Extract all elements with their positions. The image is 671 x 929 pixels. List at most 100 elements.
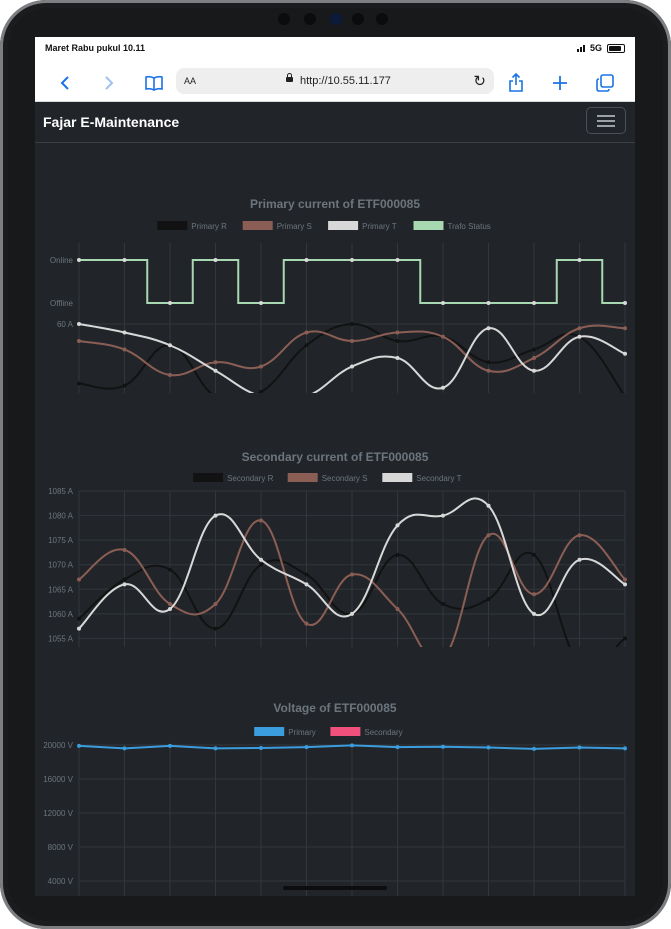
data-point bbox=[77, 577, 81, 582]
data-point bbox=[77, 339, 81, 343]
data-point bbox=[77, 322, 81, 326]
data-point bbox=[623, 746, 627, 751]
data-point bbox=[259, 518, 263, 523]
chevron-right-icon[interactable] bbox=[98, 72, 120, 94]
data-point bbox=[122, 746, 127, 751]
data-point bbox=[122, 582, 127, 587]
data-point bbox=[486, 368, 491, 373]
status-point bbox=[532, 301, 536, 305]
legend-label: Secondary R bbox=[227, 474, 273, 483]
data-point bbox=[532, 552, 536, 557]
home-indicator bbox=[283, 886, 387, 890]
data-point bbox=[122, 577, 127, 582]
data-point bbox=[623, 351, 627, 356]
data-point bbox=[532, 592, 536, 597]
data-point bbox=[441, 513, 445, 518]
y-tick-label: 8000 V bbox=[48, 843, 74, 852]
status-point bbox=[259, 301, 263, 305]
y-tick-label: 1075 A bbox=[48, 536, 74, 545]
data-point bbox=[77, 616, 81, 621]
brand-title[interactable]: Fajar E-Maintenance bbox=[43, 114, 180, 130]
status-bar: Maret Rabu pukul 10.11 5G bbox=[35, 37, 635, 63]
chart-title: Secondary current of ETF000085 bbox=[242, 450, 429, 464]
legend-swatch bbox=[242, 221, 273, 230]
legend-label: Primary bbox=[288, 728, 316, 737]
chevron-left-icon[interactable] bbox=[54, 72, 76, 94]
y-tick-label: 1070 A bbox=[48, 561, 74, 570]
status-point bbox=[441, 301, 445, 305]
chart-title: Voltage of ETF000085 bbox=[273, 701, 396, 715]
hamburger-icon[interactable] bbox=[586, 107, 626, 134]
data-point bbox=[441, 385, 445, 390]
data-point bbox=[122, 347, 127, 352]
data-point bbox=[213, 360, 218, 365]
data-point bbox=[395, 552, 400, 557]
status-time: Maret Rabu pukul 10.11 bbox=[45, 43, 146, 53]
y-tick-label: 12000 V bbox=[43, 809, 73, 818]
data-point bbox=[532, 746, 536, 751]
y-tick-label: 4000 V bbox=[48, 877, 74, 886]
data-point bbox=[395, 330, 400, 335]
network-label: 5G bbox=[589, 43, 602, 53]
status-point bbox=[122, 258, 127, 262]
url-text[interactable]: http://10.55.11.177 bbox=[300, 75, 391, 87]
legend-swatch bbox=[287, 473, 318, 482]
book-icon[interactable] bbox=[143, 72, 165, 94]
tabs-icon[interactable] bbox=[594, 72, 616, 94]
signal-icon bbox=[576, 44, 585, 52]
legend-swatch bbox=[382, 473, 413, 482]
address-bar[interactable]: AA http://10.55.11.177 ↻ bbox=[176, 68, 494, 94]
data-point bbox=[532, 347, 536, 352]
legend-swatch bbox=[330, 727, 361, 736]
data-point bbox=[623, 636, 627, 641]
data-point bbox=[350, 322, 354, 326]
data-point bbox=[486, 503, 491, 508]
data-point bbox=[623, 326, 627, 331]
data-point bbox=[77, 743, 81, 748]
legend-swatch bbox=[328, 221, 359, 230]
data-point bbox=[395, 339, 400, 343]
status-point bbox=[304, 258, 309, 262]
data-point bbox=[395, 356, 400, 360]
text-size-button[interactable]: AA bbox=[184, 76, 197, 86]
y-tick-label: 16000 V bbox=[43, 775, 73, 784]
chart-title: Primary current of ETF000085 bbox=[250, 197, 420, 211]
share-icon[interactable] bbox=[505, 72, 527, 94]
y-tick-label: 60 A bbox=[57, 320, 74, 329]
data-point bbox=[213, 746, 218, 751]
data-point bbox=[350, 572, 354, 577]
legend-swatch bbox=[157, 221, 188, 230]
data-point bbox=[577, 334, 582, 339]
voltage-chart: Voltage of ETF000085 Primary Secondary 2000… bbox=[43, 701, 627, 896]
status-tick-label: Online bbox=[50, 256, 74, 265]
y-tick-label: 1055 A bbox=[48, 634, 74, 643]
camera-lens-icon bbox=[330, 13, 342, 25]
data-point bbox=[122, 330, 127, 335]
plus-icon[interactable] bbox=[549, 72, 571, 94]
y-tick-label: 1060 A bbox=[48, 610, 74, 619]
legend-swatch bbox=[193, 473, 224, 482]
data-point bbox=[577, 745, 582, 750]
data-point bbox=[168, 602, 172, 607]
legend-label: Secondary bbox=[364, 728, 402, 737]
data-point bbox=[304, 330, 309, 335]
data-point bbox=[623, 582, 627, 587]
legend-label: Primary R bbox=[191, 222, 227, 231]
legend-label: Secondary S bbox=[322, 474, 368, 483]
data-point bbox=[486, 326, 491, 331]
reload-icon[interactable]: ↻ bbox=[473, 73, 486, 90]
data-point bbox=[304, 343, 309, 348]
screen: Maret Rabu pukul 10.11 5G AA http://10.5… bbox=[35, 37, 635, 896]
data-point bbox=[350, 743, 354, 748]
data-point bbox=[395, 606, 400, 611]
data-point bbox=[77, 381, 81, 386]
data-point bbox=[213, 626, 218, 631]
status-point bbox=[486, 301, 491, 305]
data-point bbox=[486, 360, 491, 365]
data-point bbox=[623, 577, 627, 582]
data-point bbox=[168, 567, 172, 572]
status-point bbox=[577, 258, 582, 262]
data-point bbox=[259, 562, 263, 567]
data-point bbox=[168, 343, 172, 348]
data-point bbox=[532, 368, 536, 373]
